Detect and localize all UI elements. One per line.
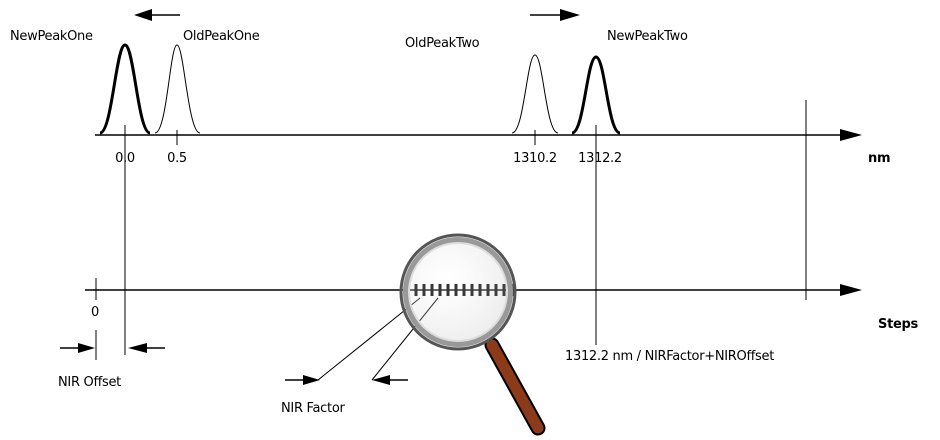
- tick-label: 0.0: [115, 151, 135, 166]
- diagram: NewPeakOne OldPeakOne OldPeakTwo NewPeak…: [0, 0, 940, 440]
- old-peak-one: [155, 45, 200, 133]
- factor-arrows: [285, 375, 408, 385]
- new-peak-two: [572, 57, 620, 133]
- factor-label: NIR Factor: [281, 401, 345, 416]
- peak-label: OldPeakTwo: [405, 36, 480, 51]
- magnifier: [401, 235, 538, 428]
- zero-label: 0: [91, 305, 99, 320]
- peak-label: NewPeakOne: [10, 29, 93, 44]
- shift-arrow-right: [530, 9, 580, 21]
- tick-label: 1310.2: [513, 151, 557, 166]
- peak-label: NewPeakTwo: [607, 29, 688, 44]
- offset-arrows: [60, 343, 165, 353]
- new-peak-one: [100, 45, 150, 133]
- old-peak-two: [512, 55, 558, 133]
- offset-label: NIR Offset: [58, 375, 121, 390]
- tick-label: 0.5: [167, 151, 187, 166]
- formula-label: 1312.2 nm / NIRFactor+NIROffset: [565, 349, 774, 364]
- axis-unit: nm: [868, 151, 890, 166]
- peak-label: OldPeakOne: [183, 29, 260, 44]
- tick-label: 1312.2: [578, 151, 622, 166]
- axis-unit: Steps: [878, 317, 918, 332]
- nm-axis: [95, 129, 862, 141]
- shift-arrow-left: [134, 9, 180, 21]
